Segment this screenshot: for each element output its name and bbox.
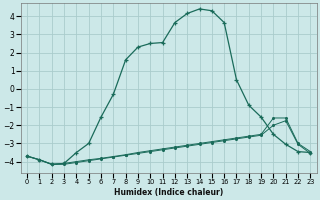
X-axis label: Humidex (Indice chaleur): Humidex (Indice chaleur)	[114, 188, 223, 197]
